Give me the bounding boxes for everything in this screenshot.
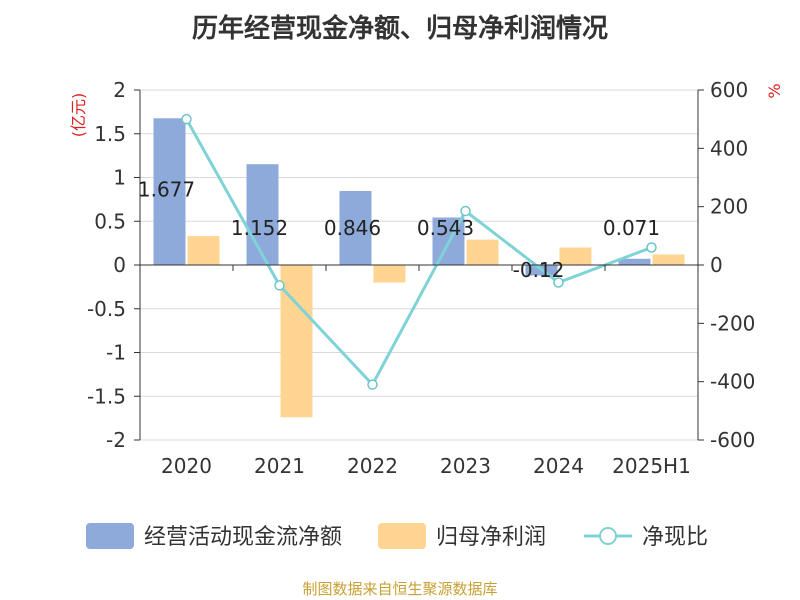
data-label-2023: 0.543 — [417, 216, 474, 240]
bar-profit-2025H1 — [652, 254, 685, 265]
left-tick-label: 0 — [113, 253, 126, 277]
category-label-2025H1: 2025H1 — [612, 454, 691, 478]
legend-marker-ratio — [599, 527, 617, 545]
data-label-2022: 0.846 — [324, 216, 381, 240]
bar-profit-2021 — [280, 265, 313, 418]
right-axis-unit: % — [765, 83, 784, 98]
left-tick-label: 1 — [113, 166, 126, 190]
category-label-2024: 2024 — [533, 454, 584, 478]
right-tick-label: -400 — [710, 370, 755, 394]
data-label-2025H1: 0.071 — [603, 216, 660, 240]
bar-profit-2020 — [187, 236, 220, 265]
legend: 经营活动现金流净额 归母净利润 净现比 — [86, 523, 708, 550]
axes: 2 1.5 1 0.5 0 -0.5 -1 -1.5 -2 600 400 200 0 -200 -400 -… — [69, 78, 784, 478]
chart-title: 历年经营现金净额、归母净利润情况 — [191, 14, 608, 44]
legend-label-ratio: 净现比 — [642, 525, 708, 550]
left-tick-label: 1.5 — [94, 122, 126, 146]
category-label-2020: 2020 — [161, 454, 212, 478]
bar-cashflow-2025H1 — [618, 258, 651, 265]
ratio-point-2020 — [181, 113, 192, 125]
left-tick-label: 0.5 — [94, 209, 126, 233]
bar-profit-2022 — [373, 265, 406, 283]
bar-profit-2024 — [559, 247, 592, 265]
left-tick-label: -1.5 — [87, 384, 126, 408]
ratio-point-2024 — [553, 277, 564, 288]
left-tick-label: -1 — [106, 341, 126, 365]
gridlines — [140, 89, 698, 441]
legend-label-cashflow: 经营活动现金流净额 — [144, 525, 342, 550]
right-tick-label: 200 — [710, 195, 748, 219]
bar-profit-2023 — [466, 239, 499, 265]
legend-swatch-profit — [378, 523, 426, 549]
source-note: 制图数据来自恒生聚源数据库 — [302, 580, 498, 598]
ratio-point-2021 — [274, 280, 285, 291]
data-label-2020: 1.677 — [138, 177, 195, 201]
right-tick-label: 400 — [710, 136, 748, 160]
ratio-line-path — [185, 118, 653, 388]
bar-cashflow-2021 — [246, 164, 279, 265]
left-tick-label: -0.5 — [87, 297, 126, 321]
ratio-point-2023 — [460, 205, 471, 217]
category-label-2021: 2021 — [254, 454, 305, 478]
bar-cashflow-2022 — [339, 190, 372, 265]
legend-swatch-cashflow — [86, 523, 134, 549]
right-tick-label: 0 — [710, 253, 723, 277]
right-tick-label: -600 — [710, 428, 755, 452]
left-axis-unit: (亿元) — [69, 93, 88, 138]
ratio-point-2022 — [367, 379, 378, 390]
ratio-line — [181, 113, 657, 390]
right-tick-label: 600 — [710, 78, 748, 102]
bar-cashflow-2020 — [153, 118, 186, 265]
left-tick-label: -2 — [106, 428, 126, 452]
data-labels: 1.677 1.152 0.846 0.543 -0.12 0.071 — [138, 177, 660, 282]
legend-label-profit: 归母净利润 — [436, 525, 546, 550]
right-tick-label: -200 — [710, 311, 755, 335]
left-tick-label: 2 — [113, 78, 126, 102]
data-label-2024: -0.12 — [513, 258, 565, 282]
bars — [153, 118, 685, 418]
category-label-2022: 2022 — [347, 454, 398, 478]
ratio-point-2025H1 — [646, 242, 657, 253]
category-label-2023: 2023 — [440, 454, 491, 478]
data-label-2021: 1.152 — [231, 216, 288, 240]
